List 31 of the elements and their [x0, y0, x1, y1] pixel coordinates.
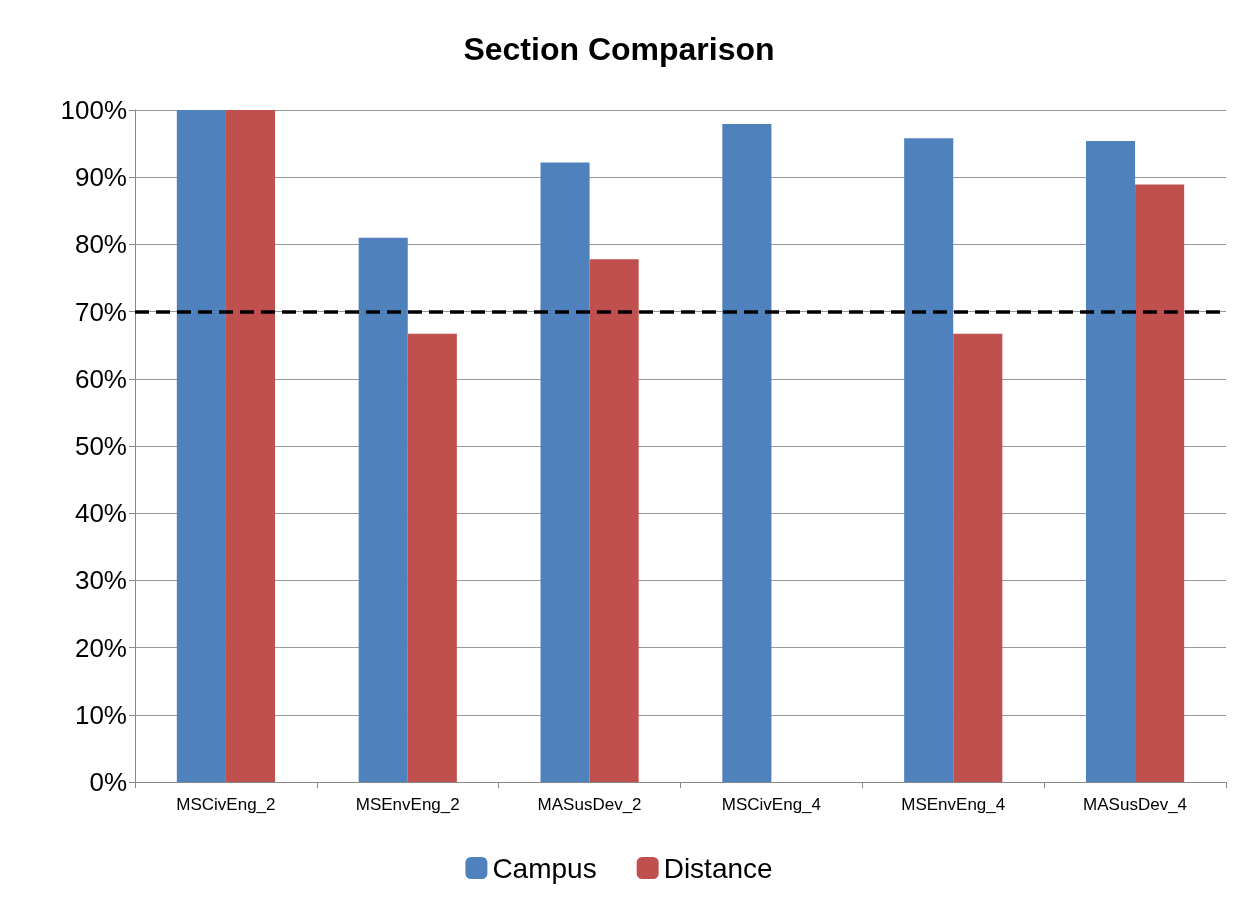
bar	[540, 162, 590, 782]
x-tick-label: MSEnvEng_4	[901, 795, 1006, 814]
y-tick-label: 70%	[74, 296, 127, 327]
y-tick-label: 90%	[74, 162, 127, 193]
y-tick-label: 80%	[74, 229, 127, 260]
bar	[904, 138, 954, 782]
bar	[407, 333, 457, 782]
legend-label: Distance	[663, 852, 773, 884]
x-tick-label: MSCivEng_2	[176, 795, 276, 814]
y-tick-label: 10%	[74, 699, 127, 730]
bar	[1085, 140, 1136, 782]
x-tick-label: MSCivEng_4	[721, 795, 822, 814]
bar	[1135, 184, 1185, 782]
y-tick-label: 0%	[89, 767, 127, 797]
bar	[358, 237, 408, 782]
x-tick-label: MSEnvEng_2	[355, 795, 460, 814]
legend-label: Campus	[492, 852, 597, 884]
y-tick-label: 60%	[74, 363, 127, 394]
bar	[722, 124, 772, 782]
x-tick-label: MASusDev_4	[1083, 795, 1188, 814]
bar	[176, 110, 226, 782]
y-tick-label: 50%	[74, 431, 127, 461]
bar	[589, 259, 639, 782]
y-tick-label: 30%	[74, 565, 127, 596]
y-tick-label: 40%	[74, 498, 127, 529]
chart-title: Section Comparison	[463, 31, 775, 67]
bar	[225, 110, 276, 782]
y-tick-label: 20%	[74, 632, 127, 663]
y-tick-label: 100%	[60, 95, 127, 125]
x-tick-label: MASusDev_2	[537, 795, 642, 814]
bar	[953, 333, 1003, 782]
